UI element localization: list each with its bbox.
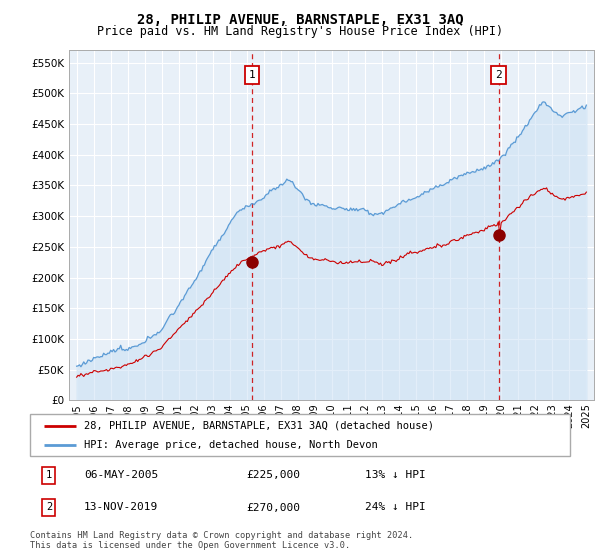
Text: 13% ↓ HPI: 13% ↓ HPI	[365, 470, 425, 480]
Text: 28, PHILIP AVENUE, BARNSTAPLE, EX31 3AQ: 28, PHILIP AVENUE, BARNSTAPLE, EX31 3AQ	[137, 13, 463, 27]
Text: 2: 2	[46, 502, 52, 512]
Text: £270,000: £270,000	[246, 502, 300, 512]
FancyBboxPatch shape	[30, 414, 570, 456]
Text: 1: 1	[46, 470, 52, 480]
Text: 1: 1	[249, 70, 256, 80]
Text: 13-NOV-2019: 13-NOV-2019	[84, 502, 158, 512]
Text: Contains HM Land Registry data © Crown copyright and database right 2024.
This d: Contains HM Land Registry data © Crown c…	[30, 531, 413, 550]
Text: 2: 2	[495, 70, 502, 80]
Text: 06-MAY-2005: 06-MAY-2005	[84, 470, 158, 480]
Text: £225,000: £225,000	[246, 470, 300, 480]
Text: 24% ↓ HPI: 24% ↓ HPI	[365, 502, 425, 512]
Text: 28, PHILIP AVENUE, BARNSTAPLE, EX31 3AQ (detached house): 28, PHILIP AVENUE, BARNSTAPLE, EX31 3AQ …	[84, 421, 434, 431]
Text: Price paid vs. HM Land Registry's House Price Index (HPI): Price paid vs. HM Land Registry's House …	[97, 25, 503, 38]
Text: HPI: Average price, detached house, North Devon: HPI: Average price, detached house, Nort…	[84, 440, 378, 450]
